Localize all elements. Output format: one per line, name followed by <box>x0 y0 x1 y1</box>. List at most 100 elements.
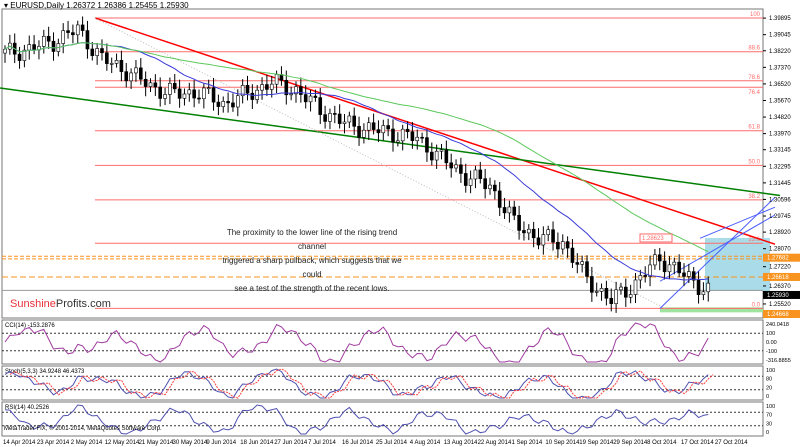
candle <box>560 241 565 250</box>
candle <box>221 101 226 107</box>
candle <box>85 30 90 50</box>
indicator-scale-label: -100 <box>766 349 777 355</box>
candle <box>260 84 264 91</box>
candle <box>648 264 652 277</box>
candle <box>139 67 143 80</box>
red-trend-line <box>94 17 776 245</box>
candle <box>163 94 167 99</box>
candle <box>177 88 182 99</box>
candle <box>366 122 371 131</box>
candle <box>357 126 361 138</box>
candle <box>628 294 633 298</box>
indicator-scale-label: 0 <box>766 430 769 436</box>
date-axis-label: 16 Jul 2014 <box>342 440 374 446</box>
price-axis-label: 1.30596 <box>769 197 791 203</box>
date-axis-label: 9 Jun 2014 <box>206 440 236 446</box>
candle <box>299 86 303 95</box>
price-axis-label: 1.38220 <box>769 49 791 55</box>
candle <box>706 282 711 293</box>
fib-label: 100 <box>750 12 761 18</box>
candle <box>633 279 638 295</box>
candle <box>323 114 327 122</box>
indicator-scale-label: 100 <box>766 331 775 337</box>
candle <box>551 229 555 243</box>
candle <box>420 136 424 139</box>
stoch-signal-line <box>9 368 714 399</box>
main-panel <box>1 8 764 319</box>
fib-label: 38.2 <box>748 194 760 200</box>
candle <box>284 79 289 96</box>
candle <box>172 83 177 90</box>
candle <box>570 247 575 263</box>
price-highlight-label: 1.27682 <box>767 256 789 262</box>
moving-average-blue <box>4 42 709 281</box>
date-axis-label: 12 May 2014 <box>105 440 140 446</box>
price-axis-label: 1.26370 <box>769 284 791 290</box>
indicator-scale-label: 100 <box>766 368 775 374</box>
price-axis-label: 1.36520 <box>769 82 791 88</box>
candle <box>463 173 468 186</box>
price-highlight <box>763 290 800 299</box>
candle <box>27 44 32 51</box>
candle <box>599 288 604 292</box>
date-axis-label: 22 Aug 2014 <box>478 440 512 446</box>
candle <box>182 93 187 99</box>
dropdown-icon[interactable]: ▾ <box>4 1 9 10</box>
candle <box>51 40 56 52</box>
indicator-line-cci <box>4 322 709 363</box>
candle <box>46 35 51 42</box>
candle <box>580 261 584 265</box>
fib-label: 78.6 <box>748 75 760 81</box>
candle <box>478 169 483 179</box>
candle <box>265 84 269 90</box>
candle <box>444 149 449 164</box>
candle <box>585 261 589 277</box>
candle <box>643 275 648 277</box>
candle <box>454 164 458 169</box>
candle <box>371 122 376 130</box>
candle <box>274 74 279 85</box>
candle <box>400 128 405 142</box>
indicator-scale-label: -316.8855 <box>766 358 791 364</box>
candle <box>415 136 420 141</box>
candle <box>468 178 473 186</box>
price-axis-label: 1.29745 <box>769 214 791 220</box>
candle <box>381 125 386 134</box>
candle <box>313 95 318 98</box>
price-axis-label: 1.33970 <box>769 132 791 138</box>
candle <box>236 95 240 108</box>
candle <box>168 83 172 95</box>
candle <box>75 24 80 36</box>
candle <box>114 60 119 64</box>
candle <box>425 137 429 153</box>
candle <box>459 164 463 174</box>
candle <box>434 150 439 161</box>
indicator-label: CCI(14) -153.2876 <box>5 323 55 329</box>
candle <box>197 97 201 100</box>
indicator-label: Stoch(5,3,3) 34.9248 46.4373 <box>5 369 85 375</box>
candle <box>148 82 153 87</box>
candle <box>124 71 129 82</box>
candle <box>90 48 95 56</box>
candle <box>609 297 614 304</box>
candle <box>410 131 415 141</box>
price-axis-label: 1.34820 <box>769 115 791 121</box>
indicator-panel-rsi <box>1 401 764 437</box>
indicator-scale-label: 70 <box>766 413 772 419</box>
candle <box>352 115 357 127</box>
candle <box>245 85 250 94</box>
candle <box>362 129 366 138</box>
candle <box>342 121 347 124</box>
annotation-line: see a test of the strength of the recent… <box>234 284 390 293</box>
fib-label: 88.6 <box>748 46 760 52</box>
date-axis-label: 8 Oct 2014 <box>647 440 677 446</box>
candle <box>250 92 255 100</box>
symbol-label: EURUSD,Daily <box>10 1 65 10</box>
price-highlight <box>763 272 800 281</box>
candle <box>328 113 332 122</box>
candle <box>604 288 609 299</box>
indicator-scale-label: 0 <box>766 394 769 400</box>
fib-label: 76.4 <box>748 90 760 96</box>
candle <box>449 162 454 169</box>
